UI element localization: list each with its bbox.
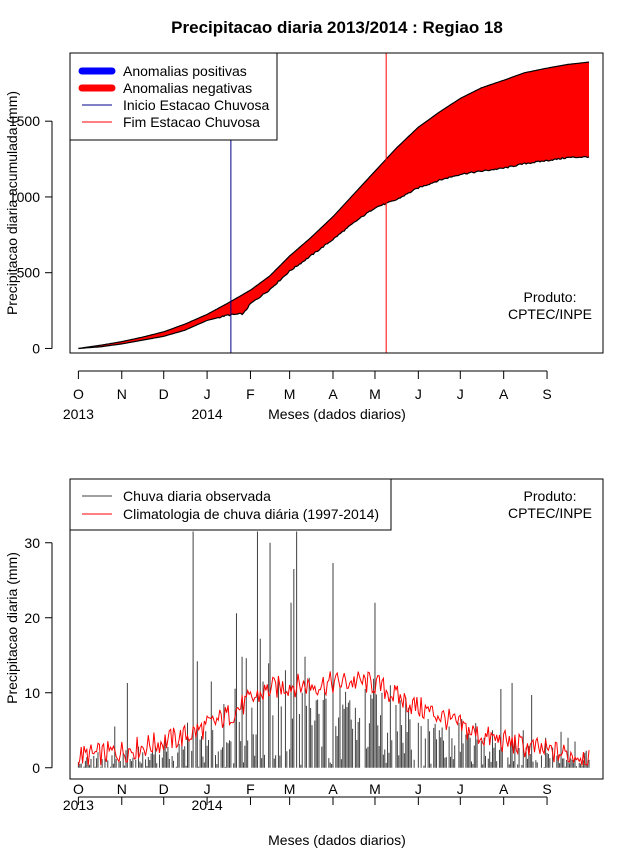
accumulated-panel: 0 500 1000 1500 O N D J F M A M J J A S 2013 2014 Meses (d… <box>4 52 604 422</box>
daily-bars <box>77 531 590 768</box>
x-tick-label: N <box>117 781 127 797</box>
x-tick-label: S <box>542 386 551 402</box>
y-tick-label: 20 <box>24 610 40 626</box>
legend-label: Climatologia de chuva diária (1997-2014) <box>123 506 379 522</box>
x-tick-label: F <box>246 386 255 402</box>
daily-panel: 0 10 20 30 O N D J F M A M J J A S 2013 2014 Meses (dados … <box>4 478 604 848</box>
x-tick-label: J <box>204 781 211 797</box>
legend-label: Fim Estacao Chuvosa <box>123 114 260 130</box>
y-tick-label: 30 <box>24 535 40 551</box>
year-label: 2014 <box>192 406 223 422</box>
legend-label: Anomalias negativas <box>123 80 252 96</box>
x-tick-label: O <box>73 781 84 797</box>
x-tick-label: D <box>159 386 169 402</box>
x-tick-label: M <box>284 386 296 402</box>
legend-label: Chuva diaria observada <box>123 488 271 504</box>
x-tick-label: D <box>159 781 169 797</box>
legend-box <box>69 478 392 531</box>
x-tick-label: J <box>457 781 464 797</box>
x-tick-label: M <box>369 386 381 402</box>
x-tick-label: F <box>246 781 255 797</box>
figure-title: Precipitacao diaria 2013/2014 : Regiao 1… <box>171 18 503 37</box>
x-axis-label: Meses (dados diarios) <box>268 406 406 422</box>
x-tick-label: J <box>415 386 422 402</box>
plot-frame <box>69 52 604 354</box>
annotation-text: CPTEC/INPE <box>508 505 592 521</box>
legend: Chuva diaria observada Climatologia de ch… <box>69 478 392 531</box>
y-tick-label: 500 <box>17 265 41 281</box>
x-axis-label: Meses (dados diarios) <box>268 832 406 848</box>
annotation-text: Produto: <box>524 289 577 305</box>
legend-label: Inicio Estacao Chuvosa <box>123 97 270 113</box>
x-tick-label: S <box>542 781 551 797</box>
axes: 0 10 20 30 O N D J F M A M J J A S 2013 2014 Meses (dados … <box>4 535 552 848</box>
y-axis-label: Precipitacao diaria acumulada (mm) <box>4 91 20 315</box>
legend-label: Anomalias positivas <box>123 63 247 79</box>
y-tick-label: 1500 <box>9 113 40 129</box>
x-tick-label: A <box>328 386 338 402</box>
y-tick-label: 10 <box>24 685 40 701</box>
x-tick-label: A <box>499 386 509 402</box>
climatology-accumulated-line <box>78 61 590 350</box>
x-tick-label: A <box>499 781 509 797</box>
negative-anomaly-area <box>78 62 590 349</box>
anomaly-area <box>78 62 590 349</box>
x-tick-label: M <box>284 781 296 797</box>
y-tick-label: 0 <box>32 340 40 356</box>
x-tick-label: N <box>117 386 127 402</box>
x-tick-label: J <box>415 781 422 797</box>
climatology-series-line <box>77 671 590 766</box>
year-label: 2013 <box>63 406 94 422</box>
year-label: 2014 <box>192 797 223 813</box>
axes: 0 500 1000 1500 O N D J F M A M J J A S 2013 2014 Meses (d… <box>4 91 552 422</box>
x-tick-label: J <box>204 386 211 402</box>
x-tick-label: O <box>73 386 84 402</box>
y-tick-label: 0 <box>32 760 40 776</box>
y-tick-label: 1000 <box>9 189 40 205</box>
x-tick-label: J <box>457 386 464 402</box>
y-axis-label: Precipitacao diaria (mm) <box>4 552 20 704</box>
annotation-text: CPTEC/INPE <box>508 306 592 322</box>
accumulated-lines <box>78 61 590 350</box>
x-tick-label: M <box>369 781 381 797</box>
x-tick-label: A <box>328 781 338 797</box>
observed-accumulated-line <box>78 155 590 350</box>
climatology-line <box>77 671 590 766</box>
annotation-text: Produto: <box>524 488 577 504</box>
produto-annotation: Produto:CPTEC/INPE <box>508 488 592 521</box>
year-label: 2013 <box>63 797 94 813</box>
produto-annotation: Produto:CPTEC/INPE <box>508 289 592 322</box>
